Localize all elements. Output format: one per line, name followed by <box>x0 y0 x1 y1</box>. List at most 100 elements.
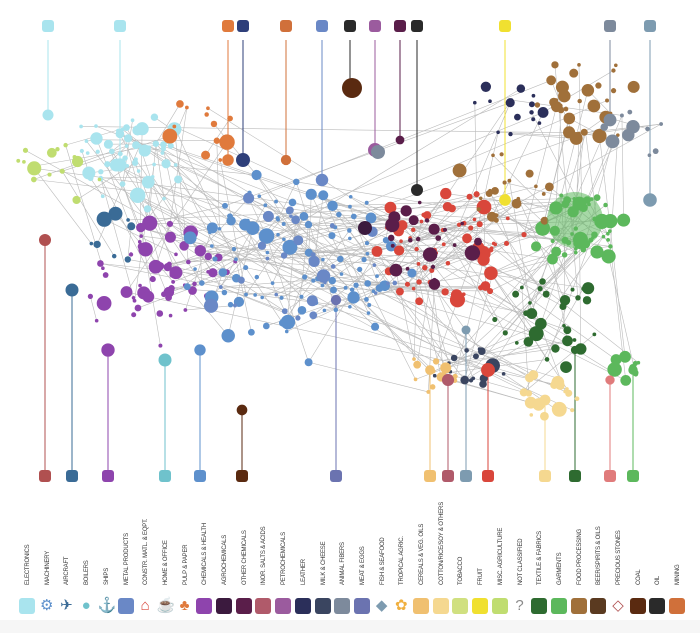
diamond-icon[interactable] <box>39 470 51 482</box>
product-node[interactable] <box>399 239 403 243</box>
product-node[interactable] <box>204 112 209 117</box>
product-node[interactable] <box>257 194 262 198</box>
product-node[interactable] <box>607 229 612 233</box>
product-node[interactable] <box>89 241 94 246</box>
product-node[interactable] <box>456 222 462 227</box>
product-node[interactable] <box>193 267 197 271</box>
product-node[interactable] <box>347 291 360 304</box>
product-node[interactable] <box>544 182 554 192</box>
mine-cart-icon[interactable] <box>236 470 248 482</box>
product-node[interactable] <box>610 88 617 94</box>
product-node[interactable] <box>142 290 155 303</box>
product-node[interactable] <box>22 159 26 164</box>
product-node[interactable] <box>493 217 499 223</box>
product-node[interactable] <box>244 292 248 297</box>
product-node[interactable] <box>550 238 555 244</box>
product-node[interactable] <box>227 301 234 308</box>
product-node[interactable] <box>488 188 492 193</box>
product-node[interactable] <box>430 264 436 270</box>
oil-derrick-icon[interactable] <box>344 20 356 32</box>
product-node[interactable] <box>302 274 308 280</box>
product-node[interactable] <box>171 280 176 284</box>
product-node[interactable] <box>237 276 245 284</box>
product-node[interactable] <box>472 100 477 105</box>
product-node[interactable] <box>254 274 260 280</box>
product-node[interactable] <box>85 151 90 155</box>
product-node[interactable] <box>221 289 228 296</box>
product-node[interactable] <box>350 213 357 220</box>
product-node[interactable] <box>328 276 337 285</box>
product-node[interactable] <box>428 223 440 235</box>
product-node[interactable] <box>152 140 160 147</box>
product-node[interactable] <box>395 287 404 296</box>
product-node[interactable] <box>565 389 573 397</box>
product-node[interactable] <box>299 294 304 299</box>
product-node[interactable] <box>358 221 372 235</box>
product-node[interactable] <box>478 196 483 201</box>
product-node[interactable] <box>137 240 142 244</box>
product-node[interactable] <box>499 194 511 206</box>
product-node[interactable] <box>441 288 449 296</box>
product-node[interactable] <box>503 240 510 247</box>
product-node[interactable] <box>570 408 575 413</box>
product-node[interactable] <box>236 404 248 416</box>
product-node[interactable] <box>537 107 549 118</box>
fish-icon[interactable]: ◆ <box>375 597 388 614</box>
product-node[interactable] <box>413 360 422 369</box>
product-node[interactable] <box>555 380 565 391</box>
product-node[interactable] <box>512 290 520 298</box>
product-node[interactable] <box>210 120 218 128</box>
product-node[interactable] <box>330 286 337 294</box>
product-node[interactable] <box>393 245 405 256</box>
product-node[interactable] <box>523 310 530 317</box>
product-node[interactable] <box>528 370 539 380</box>
product-node[interactable] <box>311 278 316 283</box>
product-node[interactable] <box>297 305 307 315</box>
product-node[interactable] <box>557 106 565 114</box>
product-node[interactable] <box>390 243 395 248</box>
product-node[interactable] <box>183 231 197 245</box>
product-node[interactable] <box>508 131 513 137</box>
product-node[interactable] <box>395 135 405 145</box>
product-node[interactable] <box>462 233 472 244</box>
product-node[interactable] <box>293 178 300 186</box>
product-node[interactable] <box>580 128 588 136</box>
product-node[interactable] <box>270 281 275 285</box>
product-node[interactable] <box>152 162 156 167</box>
product-node[interactable] <box>514 341 519 345</box>
product-node[interactable] <box>158 353 172 367</box>
product-node[interactable] <box>150 113 159 121</box>
product-node[interactable] <box>138 242 153 257</box>
product-node[interactable] <box>280 252 288 259</box>
product-node[interactable] <box>605 134 620 149</box>
product-node[interactable] <box>565 387 569 391</box>
product-node[interactable] <box>95 149 100 154</box>
product-node[interactable] <box>424 218 430 223</box>
product-node[interactable] <box>135 122 149 136</box>
product-node[interactable] <box>330 294 342 306</box>
product-node[interactable] <box>364 240 370 246</box>
product-node[interactable] <box>440 187 452 200</box>
product-node[interactable] <box>484 266 498 281</box>
product-node[interactable] <box>96 211 112 227</box>
product-node[interactable] <box>445 261 451 266</box>
product-node[interactable] <box>22 147 29 153</box>
product-node[interactable] <box>149 276 156 283</box>
product-node[interactable] <box>386 281 390 286</box>
product-node[interactable] <box>119 132 124 138</box>
product-node[interactable] <box>247 328 255 336</box>
product-node[interactable] <box>136 169 141 173</box>
product-node[interactable] <box>111 253 117 259</box>
product-node[interactable] <box>441 373 455 387</box>
product-node[interactable] <box>97 260 104 267</box>
product-node[interactable] <box>421 212 426 218</box>
product-node[interactable] <box>605 375 615 385</box>
product-node[interactable] <box>422 247 438 262</box>
product-node[interactable] <box>473 191 480 198</box>
fish-icon[interactable] <box>460 470 472 482</box>
product-node[interactable] <box>494 213 499 218</box>
product-node[interactable] <box>199 280 205 286</box>
cup-icon[interactable] <box>604 470 616 482</box>
airplane-icon[interactable]: ✈ <box>60 597 73 614</box>
product-node[interactable] <box>194 344 206 356</box>
